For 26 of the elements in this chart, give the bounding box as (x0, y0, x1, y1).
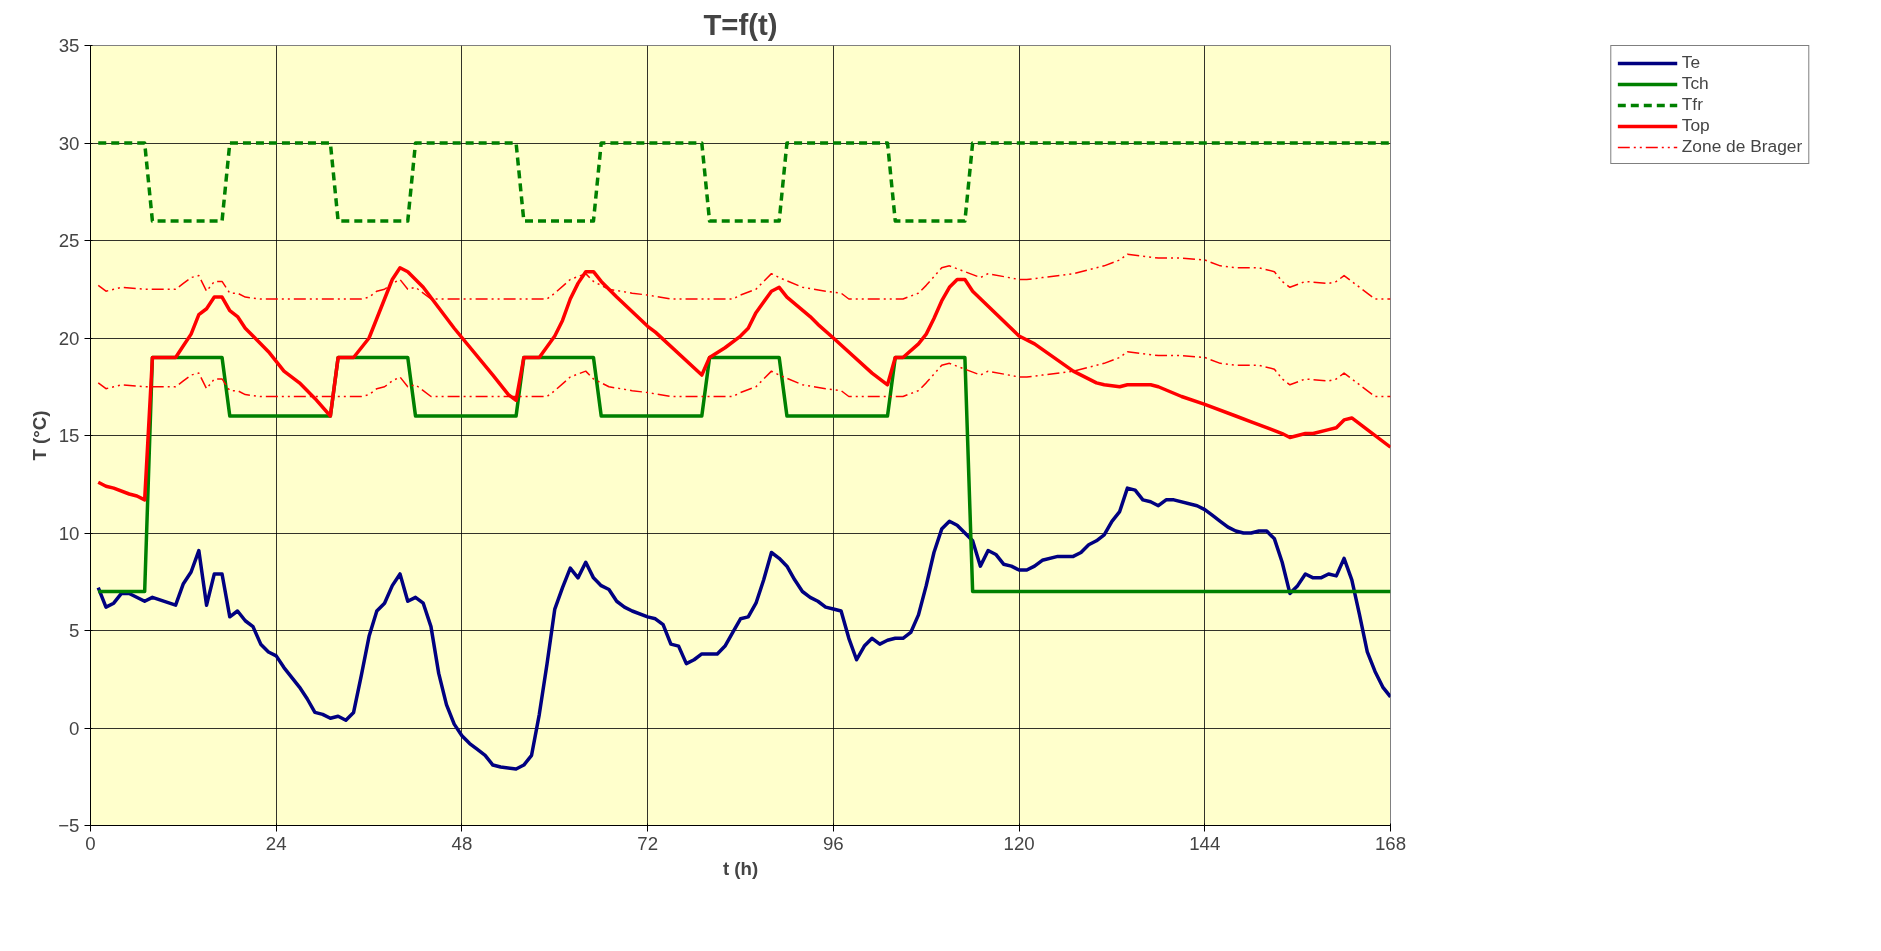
y-tick-label: 5 (69, 620, 80, 641)
legend-label: Zone de Brager (1681, 136, 1803, 157)
y-tick-label: 15 (58, 425, 80, 446)
y-tick-label: 30 (58, 132, 80, 154)
y-tick-label: −5 (58, 815, 80, 836)
x-tick-label: 96 (822, 832, 844, 854)
x-tick-label: 144 (1189, 832, 1221, 854)
line-series (96, 486, 1391, 771)
chart-title: T=f(t) (703, 7, 778, 41)
legend-label: Te (1681, 52, 1702, 73)
legend-label: Tch (1681, 73, 1709, 94)
x-tick-label: 168 (1374, 832, 1407, 854)
y-tick-label: 20 (58, 327, 80, 349)
x-axis-title: t (h) (722, 857, 759, 879)
x-tick-label: 24 (265, 832, 287, 854)
y-tick-label: 10 (58, 522, 80, 544)
x-tick-label: 72 (637, 832, 659, 854)
x-tick-label: 120 (1003, 832, 1035, 854)
x-tick-label: 0 (85, 832, 96, 854)
y-tick-label: 25 (58, 230, 80, 251)
legend-label: Top (1681, 115, 1710, 136)
legend-label: Tfr (1681, 94, 1703, 115)
y-tick-label: 35 (58, 35, 80, 56)
y-axis-title: T (°C) (29, 410, 51, 461)
y-tick-label: 0 (69, 717, 80, 739)
x-tick-label: 48 (451, 832, 473, 854)
